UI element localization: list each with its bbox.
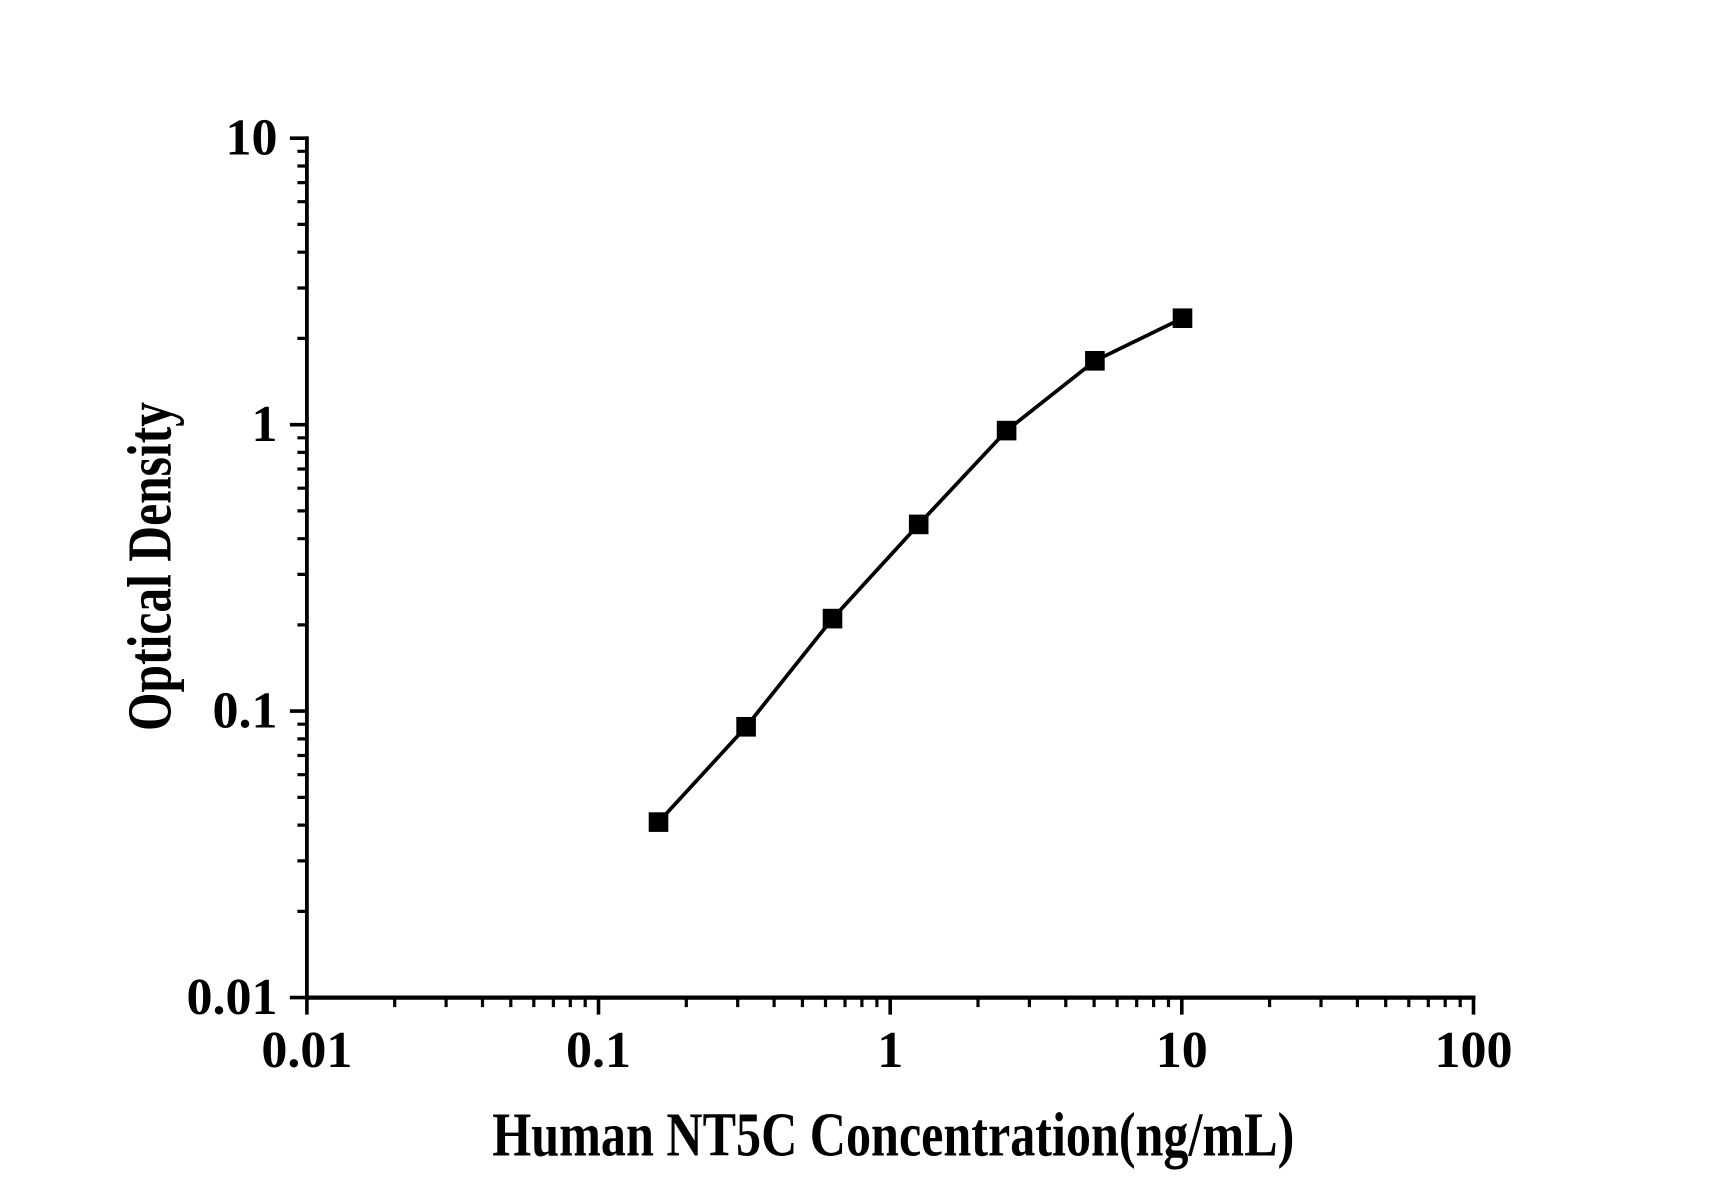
svg-text:0.01: 0.01 bbox=[187, 969, 278, 1026]
svg-text:0.01: 0.01 bbox=[261, 1022, 352, 1079]
svg-text:100: 100 bbox=[1435, 1022, 1513, 1079]
svg-text:0.1: 0.1 bbox=[566, 1022, 631, 1079]
svg-text:1: 1 bbox=[877, 1022, 903, 1079]
svg-text:Optical Density: Optical Density bbox=[117, 402, 185, 731]
svg-text:10: 10 bbox=[226, 110, 278, 167]
svg-text:1: 1 bbox=[252, 396, 278, 453]
svg-text:0.1: 0.1 bbox=[213, 683, 278, 740]
svg-text:Human NT5C Concentration(ng/mL: Human NT5C Concentration(ng/mL) bbox=[492, 1101, 1294, 1169]
svg-text:10: 10 bbox=[1156, 1022, 1208, 1079]
